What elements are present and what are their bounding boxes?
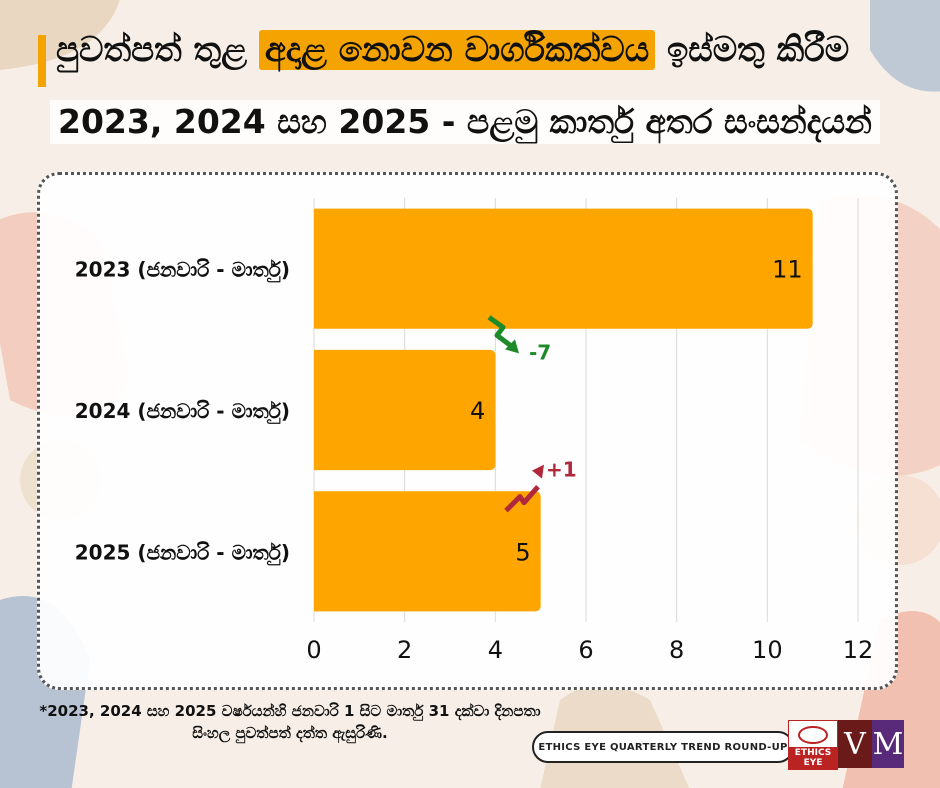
category-label: 2023 (ජනවාරි - මාර්තු) [75,258,290,284]
bar-value-label: 11 [772,256,803,284]
x-tick-label: 6 [578,636,593,664]
title-accent-bar [38,35,46,87]
change-label: -7 [529,340,551,364]
x-tick-label: 0 [306,636,321,664]
page-subtitle: 2023, 2024 සහ 2025 - පළමු කාර්තු අතර සංස… [50,100,880,144]
x-tick-label: 10 [752,636,783,664]
page-title: පුවත්පත් තුළ අදාළ නොවන වාර්ගිකත්වය ඉස්මත… [56,30,849,70]
round-up-badge: ETHICS EYE QUARTERLY TREND ROUND-UP [532,731,794,763]
title-suffix: ඉස්මතු කිරීම [655,30,850,70]
x-tick-label: 2 [397,636,412,664]
bar-value-label: 5 [515,538,530,566]
down-arrow-icon [487,315,515,350]
change-label: +1 [546,458,577,482]
bar [313,208,813,329]
up-arrow-head-icon [532,464,544,479]
category-label: 2025 (ජනවාරි - මාර්තු) [75,540,290,566]
title-prefix: පුවත්පත් තුළ [56,30,259,70]
v-logo: V [838,720,872,768]
x-tick-label: 8 [669,636,684,664]
bar [314,349,496,471]
bar [314,491,541,612]
x-tick-label: 12 [843,636,874,664]
footnote: *2023, 2024 සහ 2025 වර්ෂයන්හි ජනවාරි 1 ස… [39,702,541,742]
eye-icon [798,726,828,744]
title-highlight: අදාළ නොවන වාර්ගිකත්වය [258,30,656,70]
ethics-eye-logo-text: ETHICS EYE [789,747,837,769]
up-arrow-icon [504,485,540,513]
category-label: 2024 (ජනවාරි - මාර්තු) [75,399,290,425]
m-logo: M [872,720,904,768]
down-arrow-head-icon [505,339,519,354]
ethics-eye-logo: ETHICS EYE [788,720,838,770]
x-tick-label: 4 [488,636,503,664]
bar-value-label: 4 [470,397,485,425]
